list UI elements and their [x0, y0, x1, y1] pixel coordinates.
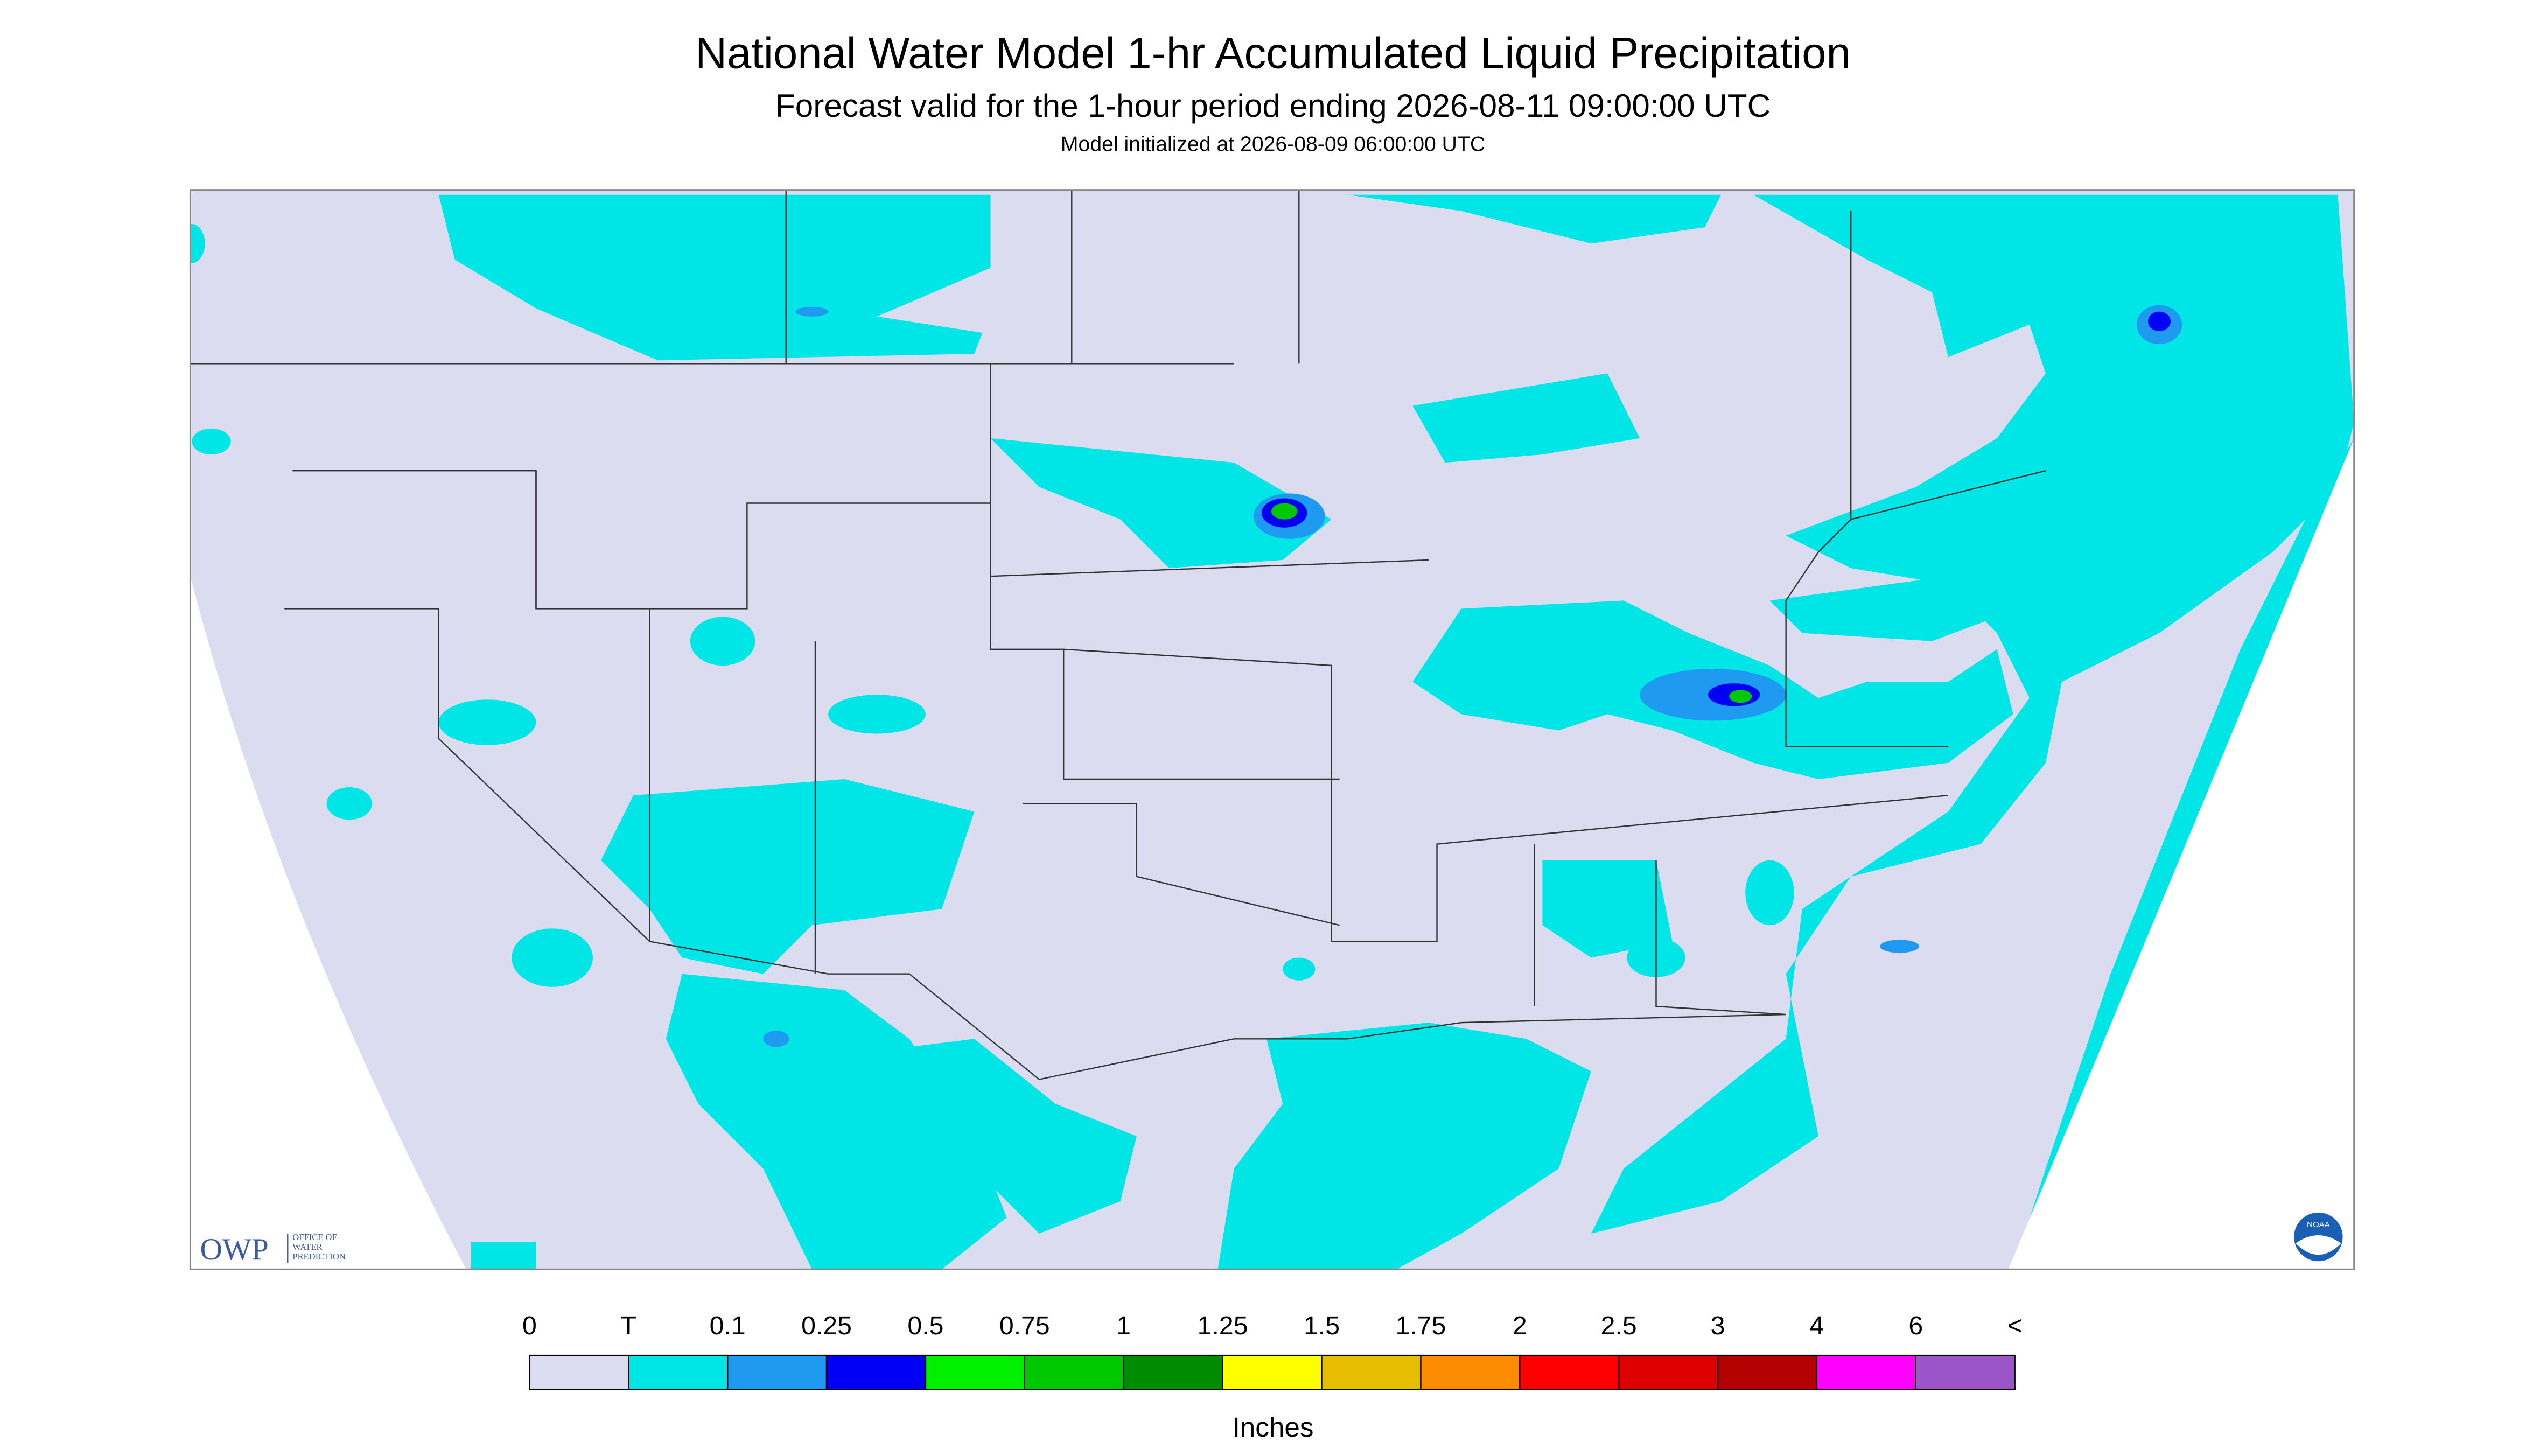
legend-label: <: [2007, 1311, 2023, 1340]
precip-light: [190, 194, 2354, 1270]
legend-swatch: [1618, 1354, 1719, 1390]
legend-label: 0.75: [999, 1311, 1050, 1340]
legend-label: T: [621, 1311, 636, 1340]
noaa-text: NOAA: [2307, 1220, 2331, 1229]
legend-label: 1.75: [1395, 1311, 1446, 1340]
legend-swatch: [1519, 1354, 1620, 1390]
legend-label: 0.5: [907, 1311, 943, 1340]
projection-edge-right: [2008, 438, 2354, 1270]
logo-owp: OWP: [200, 1233, 268, 1266]
legend-swatch: [1321, 1354, 1422, 1390]
borders: [190, 190, 2046, 1080]
subtitle: Forecast valid for the 1-hour period end…: [775, 87, 1771, 124]
legend-label: 2: [1513, 1311, 1527, 1340]
legend-label: 4: [1809, 1311, 1824, 1340]
legend-swatch: [1816, 1354, 1917, 1390]
logo-line: OFFICE OF: [292, 1232, 337, 1242]
legend: 0 T 0.1 0.25 0.5 0.75 1 1.25 1.5 1.75 2 2.5 3 4 6 <: [522, 1311, 2023, 1390]
legend-swatch: [1717, 1354, 1818, 1390]
legend-label: 6: [1908, 1311, 1923, 1340]
legend-label: 0.1: [710, 1311, 746, 1340]
init-note: Model initialized at 2026-08-09 06:00:00…: [1061, 132, 1485, 156]
legend-label: 1.25: [1198, 1311, 1248, 1340]
map-frame: [189, 189, 2355, 1270]
map: OWP OFFICE OF WATER PREDICTION NOAA: [189, 189, 2355, 1270]
legend-unit: Inches: [1233, 1412, 1314, 1443]
legend-swatch: [1222, 1354, 1323, 1390]
legend-label: 2.5: [1601, 1311, 1637, 1340]
projection-edge-left: [190, 576, 466, 1270]
legend-label: 1: [1116, 1311, 1131, 1340]
legend-label: 0: [522, 1311, 537, 1340]
legend-swatch: [529, 1354, 629, 1390]
logo-line: PREDICTION: [292, 1251, 345, 1262]
legend-swatch: [1123, 1354, 1223, 1390]
precip-max: [1271, 503, 1752, 703]
title: National Water Model 1-hr Accumulated Li…: [695, 29, 1850, 78]
legend-swatch: [1915, 1354, 2016, 1390]
legend-label: 0.25: [801, 1311, 852, 1340]
logo-line: WATER: [292, 1242, 323, 1252]
legend-label: 1.5: [1304, 1311, 1340, 1340]
legend-swatch: [925, 1354, 1026, 1390]
legend-swatch: [1420, 1354, 1521, 1390]
legend-swatch: [726, 1354, 828, 1390]
legend-swatch: [825, 1354, 927, 1390]
legend-swatch: [628, 1354, 729, 1390]
map-background: [190, 190, 2354, 1270]
legend-swatch: [1024, 1354, 1124, 1390]
legend-label: 3: [1711, 1311, 1725, 1340]
